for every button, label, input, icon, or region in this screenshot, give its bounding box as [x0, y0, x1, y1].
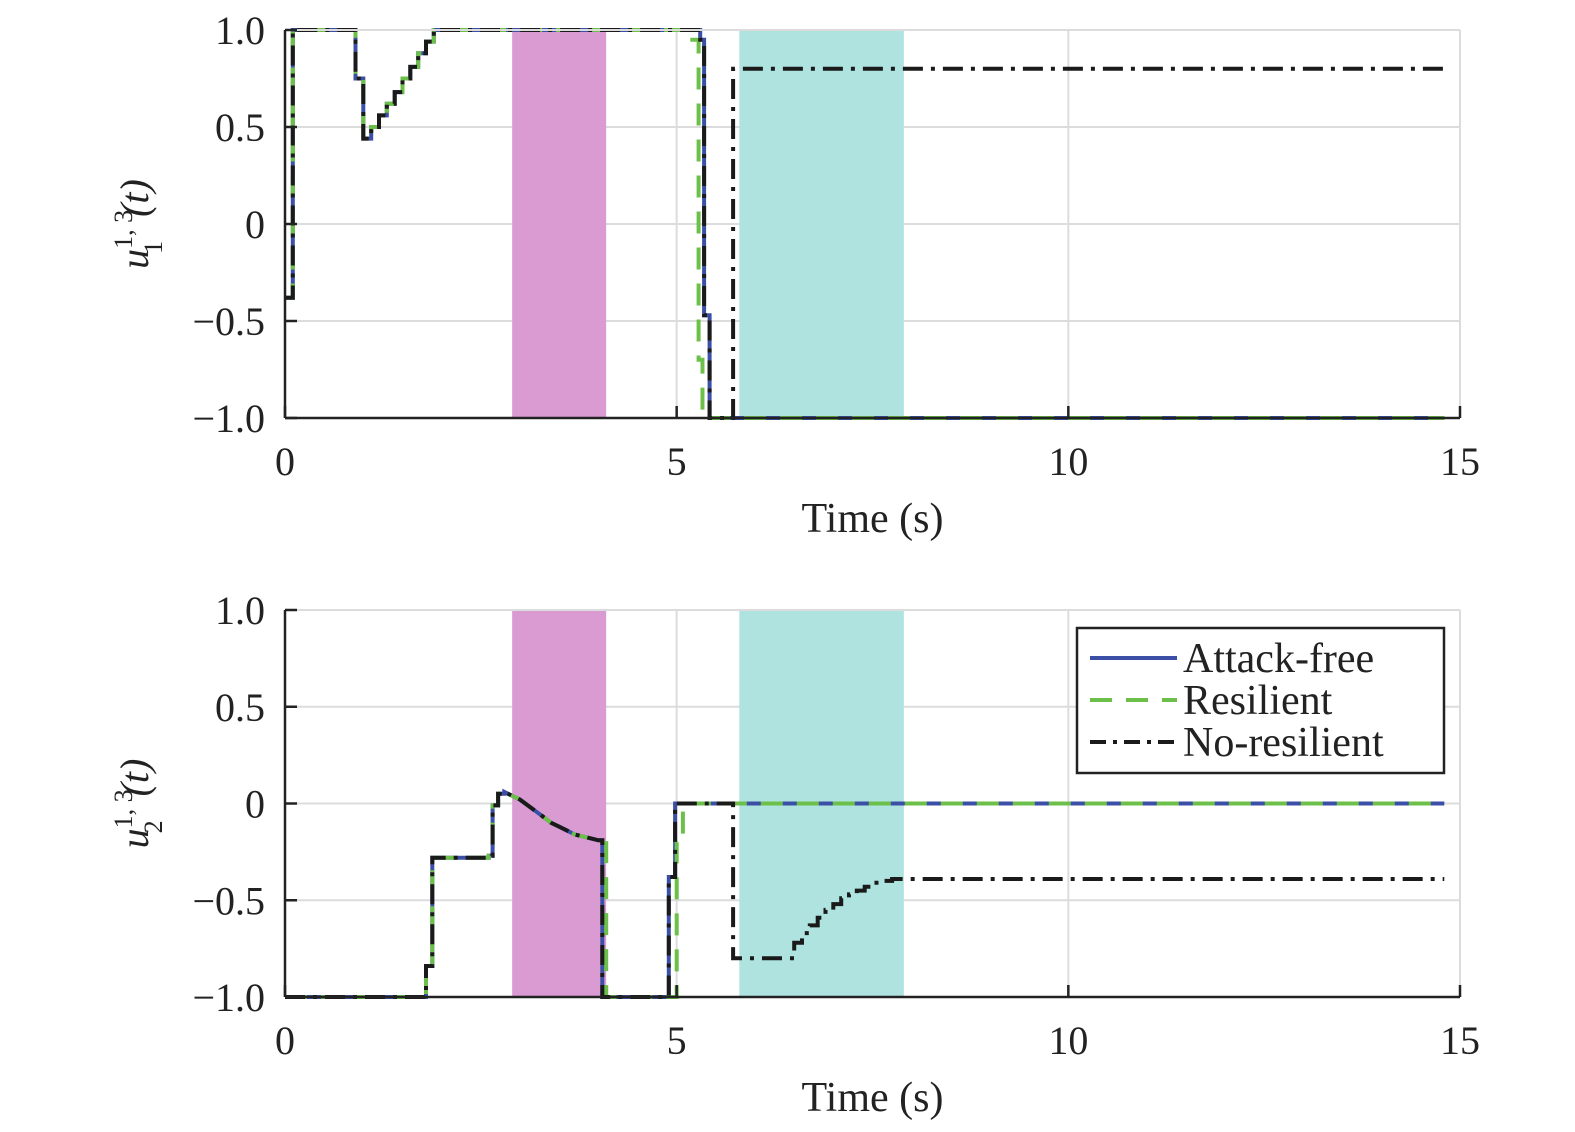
- y-tick-label: 0: [245, 202, 265, 247]
- series-line-resilient: [285, 788, 1445, 999]
- shaded-interval-0: [512, 30, 607, 418]
- y-label-subscript: 2: [139, 820, 168, 833]
- y-axis-label: u1, 32 (t): [109, 759, 168, 849]
- x-tick-label: 5: [667, 1018, 687, 1063]
- top-subplot: 0 5 10 15 −1.0 −0.5 0 0.5 1.0 Time (s) u1, 31 (t): [109, 8, 1480, 542]
- legend-label: No-resilient: [1183, 720, 1384, 766]
- bottom-subplot: 0 5 10 15 −1.0 −0.5 0 0.5 1.0 Time (s) u1, 32 (t) At…: [109, 588, 1480, 1121]
- y-axis-label: u1, 31 (t): [109, 179, 168, 269]
- y-label-subscript: 1: [139, 241, 168, 254]
- y-label-argument: (t): [112, 759, 157, 797]
- y-tick-label: 1.0: [215, 588, 265, 633]
- y-tick-label: 0.5: [215, 105, 265, 150]
- series-line-no-resilient: [285, 28, 1445, 420]
- y-label-superscript: 1, 3: [109, 210, 138, 249]
- x-axis-label: Time (s): [802, 1075, 944, 1121]
- x-axis-label: Time (s): [802, 496, 944, 542]
- y-tick-label: −1.0: [192, 396, 265, 441]
- y-label-superscript: 1, 3: [109, 789, 138, 828]
- x-tick-label: 0: [275, 439, 295, 484]
- x-tick-label: 15: [1440, 1018, 1480, 1063]
- y-label-base: u: [112, 828, 157, 848]
- y-tick-label: 1.0: [215, 8, 265, 53]
- y-tick-label: 0.5: [215, 685, 265, 730]
- x-tick-label: 0: [275, 1018, 295, 1063]
- y-label-argument: (t): [112, 179, 157, 217]
- y-label-base: u: [112, 249, 157, 269]
- y-tick-label: 0: [245, 782, 265, 827]
- x-tick-label: 10: [1048, 1018, 1088, 1063]
- x-tick-label: 5: [667, 439, 687, 484]
- series-line-no-resilient: [285, 788, 1445, 999]
- legend-label: Resilient: [1183, 678, 1333, 724]
- x-tick-label: 10: [1048, 439, 1088, 484]
- y-tick-label: −0.5: [192, 299, 265, 344]
- legend-label: Attack-free: [1183, 636, 1374, 682]
- y-tick-label: −0.5: [192, 878, 265, 923]
- shaded-interval-1: [739, 30, 904, 418]
- y-tick-label: −1.0: [192, 975, 265, 1020]
- x-tick-label: 15: [1440, 439, 1480, 484]
